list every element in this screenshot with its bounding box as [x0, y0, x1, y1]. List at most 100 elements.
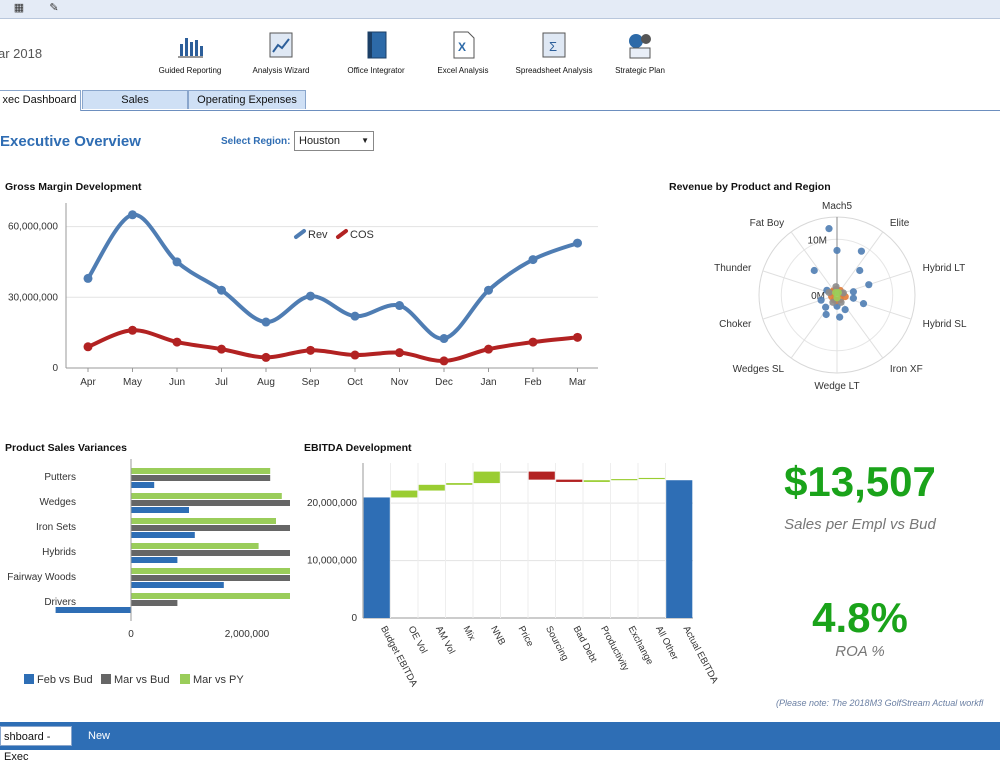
x-tick-label: Exchange [626, 624, 656, 666]
data-point [128, 325, 137, 335]
x-tick-label: OE Vol [406, 624, 430, 655]
quick-access-bar: ▦ ✎ [0, 0, 1000, 19]
variance-bar [131, 582, 224, 588]
polar-spoke [836, 294, 884, 359]
y-tick-label: 0 [52, 363, 58, 374]
polar-category-label: Choker [719, 319, 752, 330]
tab-operating-expenses[interactable]: Operating Expenses [188, 90, 306, 109]
legend-label: Feb vs Bud [37, 674, 93, 686]
x-tick-label: Sourcing [543, 624, 570, 662]
region-select[interactable]: Houston ▼ [294, 131, 374, 151]
period-label: ar 2018 [0, 46, 43, 61]
data-point [217, 285, 226, 295]
category-label: Fairway Woods [7, 572, 76, 583]
x-tick-label: Mar [569, 377, 587, 388]
series-line-cos [86, 328, 580, 363]
sheet-tab-new[interactable]: New [88, 730, 111, 742]
polar-category-label: Wedges SL [733, 364, 785, 375]
svg-text:X: X [458, 40, 466, 54]
x-tick-label: Jun [169, 377, 185, 388]
excel-icon: X [453, 31, 475, 59]
toolbar-office-integrator-button[interactable]: Office Integrator [331, 30, 421, 75]
polar-category-label: Hybrid SL [923, 319, 967, 330]
scatter-point [849, 288, 858, 296]
category-label: Putters [44, 472, 76, 483]
scatter-point [836, 313, 844, 321]
legend-label: Mar vs PY [193, 674, 244, 686]
kpi-roa-value: 4.8% [812, 594, 908, 641]
tab-sales[interactable]: Sales [82, 90, 188, 109]
toolbar-guided-reporting-button[interactable]: Guided Reporting [145, 30, 235, 75]
toolbar-analysis-wizard-button[interactable]: Analysis Wizard [236, 30, 326, 75]
toolbar-label: Office Integrator [347, 66, 405, 75]
sheet-tab-dashboard[interactable]: shboard - Exec [0, 726, 72, 763]
variance-bar [131, 568, 290, 574]
data-point [261, 317, 271, 327]
scatter-point [817, 296, 825, 304]
polar-category-label: Iron XF [890, 364, 923, 375]
svg-text:Σ: Σ [549, 39, 557, 54]
polar-category-label: Elite [890, 218, 910, 229]
tab-exec-dashboard[interactable]: xec Dashboard [0, 90, 81, 111]
y-tick-label: 10,000,000 [307, 556, 357, 567]
waterfall-bar [501, 471, 528, 473]
waterfall-bar [473, 471, 500, 484]
toolbar-label: Strategic Plan [615, 66, 665, 75]
variance-bar [55, 607, 131, 613]
pencil-icon[interactable]: ✎ [49, 2, 59, 14]
x-tick-label: Productivity [598, 624, 631, 673]
polar-category-label: Hybrid LT [923, 263, 966, 274]
waterfall-bar [528, 471, 555, 480]
waterfall-bar [666, 480, 693, 618]
x-tick-label: Sep [302, 377, 320, 388]
gears-icon [629, 34, 651, 59]
waterfall-bar [583, 480, 610, 482]
toolbar-excel-analysis-button[interactable]: X Excel Analysis [418, 30, 508, 75]
x-tick-label: Oct [347, 377, 363, 388]
series-line-rev [86, 212, 580, 341]
scatter-point [825, 288, 833, 297]
dropdown-arrow-icon[interactable]: ▼ [361, 136, 369, 145]
data-point [350, 311, 360, 321]
polar-category-label: Wedge LT [814, 381, 859, 392]
data-point [439, 334, 449, 344]
variance-bar [131, 525, 290, 531]
x-tick-label: Price [516, 624, 536, 648]
scatter-point [865, 281, 873, 289]
scatter-point [810, 266, 818, 275]
product-variance-title: Product Sales Variances [5, 442, 127, 454]
x-tick-label: Bad Debt [571, 624, 599, 664]
x-tick-label: Nov [391, 377, 409, 388]
data-point [573, 238, 582, 248]
grid-icon[interactable]: ▦ [13, 2, 25, 14]
x-tick-label: Aug [257, 377, 275, 388]
scatter-point [849, 294, 858, 302]
toolbar-strategic-plan-button[interactable]: Strategic Plan [595, 30, 685, 75]
variance-bar [131, 543, 259, 549]
data-point [484, 285, 493, 295]
variance-bar [131, 475, 271, 481]
category-label: Drivers [44, 597, 76, 608]
toolbar-spreadsheet-analysis-button[interactable]: Σ Spreadsheet Analysis [509, 30, 599, 75]
chart-grid-icon [269, 32, 293, 58]
revenue-polar-title: Revenue by Product and Region [669, 181, 831, 193]
scatter-point [825, 225, 833, 233]
variance-bar [131, 532, 195, 538]
waterfall-bar [638, 477, 665, 480]
legend-label: Rev [308, 229, 328, 241]
data-point [172, 337, 182, 347]
legend-marker [294, 229, 306, 239]
waterfall-bar [556, 479, 583, 482]
polar-spoke [762, 294, 838, 320]
polar-category-label: Thunder [714, 263, 752, 274]
variance-bar [131, 550, 290, 556]
y-tick-label: 30,000,000 [8, 292, 58, 303]
radial-tick-label: 10M [808, 235, 827, 246]
x-tick-label: Jan [480, 377, 496, 388]
waterfall-bar [363, 497, 390, 618]
y-tick-label: 0 [351, 613, 357, 624]
data-point [528, 255, 538, 265]
data-point [217, 344, 226, 354]
polar-spoke [836, 294, 912, 320]
data-point [306, 345, 315, 355]
